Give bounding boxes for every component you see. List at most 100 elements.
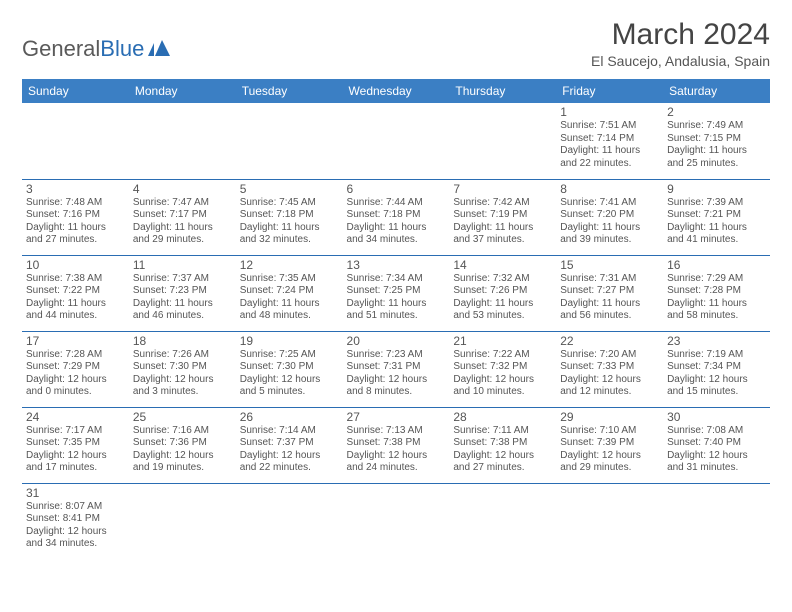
calendar-cell: 27Sunrise: 7:13 AMSunset: 7:38 PMDayligh… [343,407,450,483]
calendar-cell: 8Sunrise: 7:41 AMSunset: 7:20 PMDaylight… [556,179,663,255]
info-line: Daylight: 12 hours [347,374,446,387]
info-line: Daylight: 11 hours [560,145,659,158]
day-info: Sunrise: 7:49 AMSunset: 7:15 PMDaylight:… [667,120,766,170]
info-line: Daylight: 12 hours [133,450,232,463]
info-line: Sunrise: 7:08 AM [667,425,766,438]
day-number: 29 [560,410,659,424]
info-line: and 27 minutes. [453,462,552,475]
day-info: Sunrise: 8:07 AMSunset: 8:41 PMDaylight:… [26,501,125,551]
info-line: Daylight: 12 hours [133,374,232,387]
calendar-cell [449,103,556,179]
info-line: and 44 minutes. [26,310,125,323]
info-line: and 17 minutes. [26,462,125,475]
info-line: Sunrise: 7:25 AM [240,349,339,362]
calendar-row: 1Sunrise: 7:51 AMSunset: 7:14 PMDaylight… [22,103,770,179]
info-line: and 3 minutes. [133,386,232,399]
info-line: Daylight: 12 hours [667,450,766,463]
day-number: 21 [453,334,552,348]
info-line: Sunset: 7:30 PM [133,361,232,374]
info-line: Daylight: 11 hours [347,298,446,311]
info-line: Sunset: 7:32 PM [453,361,552,374]
info-line: Sunrise: 7:26 AM [133,349,232,362]
info-line: Sunset: 7:23 PM [133,285,232,298]
info-line: Daylight: 12 hours [667,374,766,387]
info-line: Daylight: 11 hours [667,298,766,311]
calendar-row: 17Sunrise: 7:28 AMSunset: 7:29 PM Dayligh… [22,331,770,407]
info-line: and 34 minutes. [26,538,125,551]
day-info: Sunrise: 7:26 AMSunset: 7:30 PMDaylight:… [133,349,232,399]
calendar-cell: 9Sunrise: 7:39 AMSunset: 7:21 PMDaylight… [663,179,770,255]
info-line: and 24 minutes. [347,462,446,475]
info-line: Sunrise: 7:28 AM [26,349,125,362]
calendar-cell: 26Sunrise: 7:14 AMSunset: 7:37 PMDayligh… [236,407,343,483]
info-line: Sunset: 7:39 PM [560,437,659,450]
day-number: 1 [560,105,659,119]
brand-part2: Blue [100,36,144,62]
info-line: and 37 minutes. [453,234,552,247]
info-line: Sunset: 7:40 PM [667,437,766,450]
info-line: Sunrise: 7:32 AM [453,273,552,286]
info-line: Sunset: 7:27 PM [560,285,659,298]
info-line: and 53 minutes. [453,310,552,323]
day-number: 24 [26,410,125,424]
day-info: Sunrise: 7:42 AMSunset: 7:19 PMDaylight:… [453,197,552,247]
info-line: Sunset: 7:36 PM [133,437,232,450]
info-line: Sunset: 7:34 PM [667,361,766,374]
info-line: Sunset: 7:33 PM [560,361,659,374]
day-header: Monday [129,79,236,103]
day-info: Sunrise: 7:08 AMSunset: 7:40 PMDaylight:… [667,425,766,475]
calendar-cell: 20Sunrise: 7:23 AMSunset: 7:31 PMDayligh… [343,331,450,407]
info-line: Daylight: 11 hours [26,298,125,311]
info-line: Sunset: 7:38 PM [347,437,446,450]
info-line: Daylight: 12 hours [240,374,339,387]
day-number: 14 [453,258,552,272]
info-line: Sunrise: 7:29 AM [667,273,766,286]
info-line: Sunrise: 7:38 AM [26,273,125,286]
info-line: Daylight: 12 hours [240,450,339,463]
info-line: Sunset: 7:21 PM [667,209,766,222]
info-line: Sunset: 7:22 PM [26,285,125,298]
info-line: Sunrise: 8:07 AM [26,501,125,514]
info-line: Sunrise: 7:17 AM [26,425,125,438]
calendar-cell: 31Sunrise: 8:07 AMSunset: 8:41 PMDayligh… [22,483,129,559]
day-info: Sunrise: 7:48 AMSunset: 7:16 PMDaylight:… [26,197,125,247]
day-number: 20 [347,334,446,348]
info-line: and 12 minutes. [560,386,659,399]
info-line: and 34 minutes. [347,234,446,247]
day-number: 3 [26,182,125,196]
day-number: 17 [26,334,125,348]
calendar-cell: 5Sunrise: 7:45 AMSunset: 7:18 PMDaylight… [236,179,343,255]
info-line: Sunset: 7:19 PM [453,209,552,222]
day-number: 16 [667,258,766,272]
day-info: Sunrise: 7:35 AMSunset: 7:24 PMDaylight:… [240,273,339,323]
calendar-cell: 12Sunrise: 7:35 AMSunset: 7:24 PMDayligh… [236,255,343,331]
info-line: and 10 minutes. [453,386,552,399]
calendar-cell: 4Sunrise: 7:47 AMSunset: 7:17 PMDaylight… [129,179,236,255]
day-info: Sunrise: 7:32 AMSunset: 7:26 PMDaylight:… [453,273,552,323]
calendar-cell: 15Sunrise: 7:31 AMSunset: 7:27 PMDayligh… [556,255,663,331]
info-line: Daylight: 11 hours [453,222,552,235]
calendar-cell: 7Sunrise: 7:42 AMSunset: 7:19 PMDaylight… [449,179,556,255]
header: GeneralBlue March 2024 El Saucejo, Andal… [22,18,770,69]
day-number: 22 [560,334,659,348]
calendar-cell: 14Sunrise: 7:32 AMSunset: 7:26 PMDayligh… [449,255,556,331]
info-line: Sunrise: 7:41 AM [560,197,659,210]
info-line: Sunset: 7:29 PM [26,361,125,374]
day-info: Sunrise: 7:41 AMSunset: 7:20 PMDaylight:… [560,197,659,247]
info-line: Sunrise: 7:42 AM [453,197,552,210]
info-line: Daylight: 12 hours [560,374,659,387]
calendar-cell: 10Sunrise: 7:38 AMSunset: 7:22 PMDayligh… [22,255,129,331]
calendar-cell: 24Sunrise: 7:17 AMSunset: 7:35 PMDayligh… [22,407,129,483]
info-line: Sunset: 7:37 PM [240,437,339,450]
day-info: Sunrise: 7:14 AMSunset: 7:37 PMDaylight:… [240,425,339,475]
day-number: 11 [133,258,232,272]
calendar-cell: 25Sunrise: 7:16 AMSunset: 7:36 PMDayligh… [129,407,236,483]
day-number: 30 [667,410,766,424]
day-number: 12 [240,258,339,272]
day-number: 13 [347,258,446,272]
info-line: Daylight: 11 hours [26,222,125,235]
day-header: Tuesday [236,79,343,103]
day-header-row: Sunday Monday Tuesday Wednesday Thursday… [22,79,770,103]
info-line: Sunset: 7:14 PM [560,133,659,146]
info-line: Daylight: 11 hours [667,222,766,235]
